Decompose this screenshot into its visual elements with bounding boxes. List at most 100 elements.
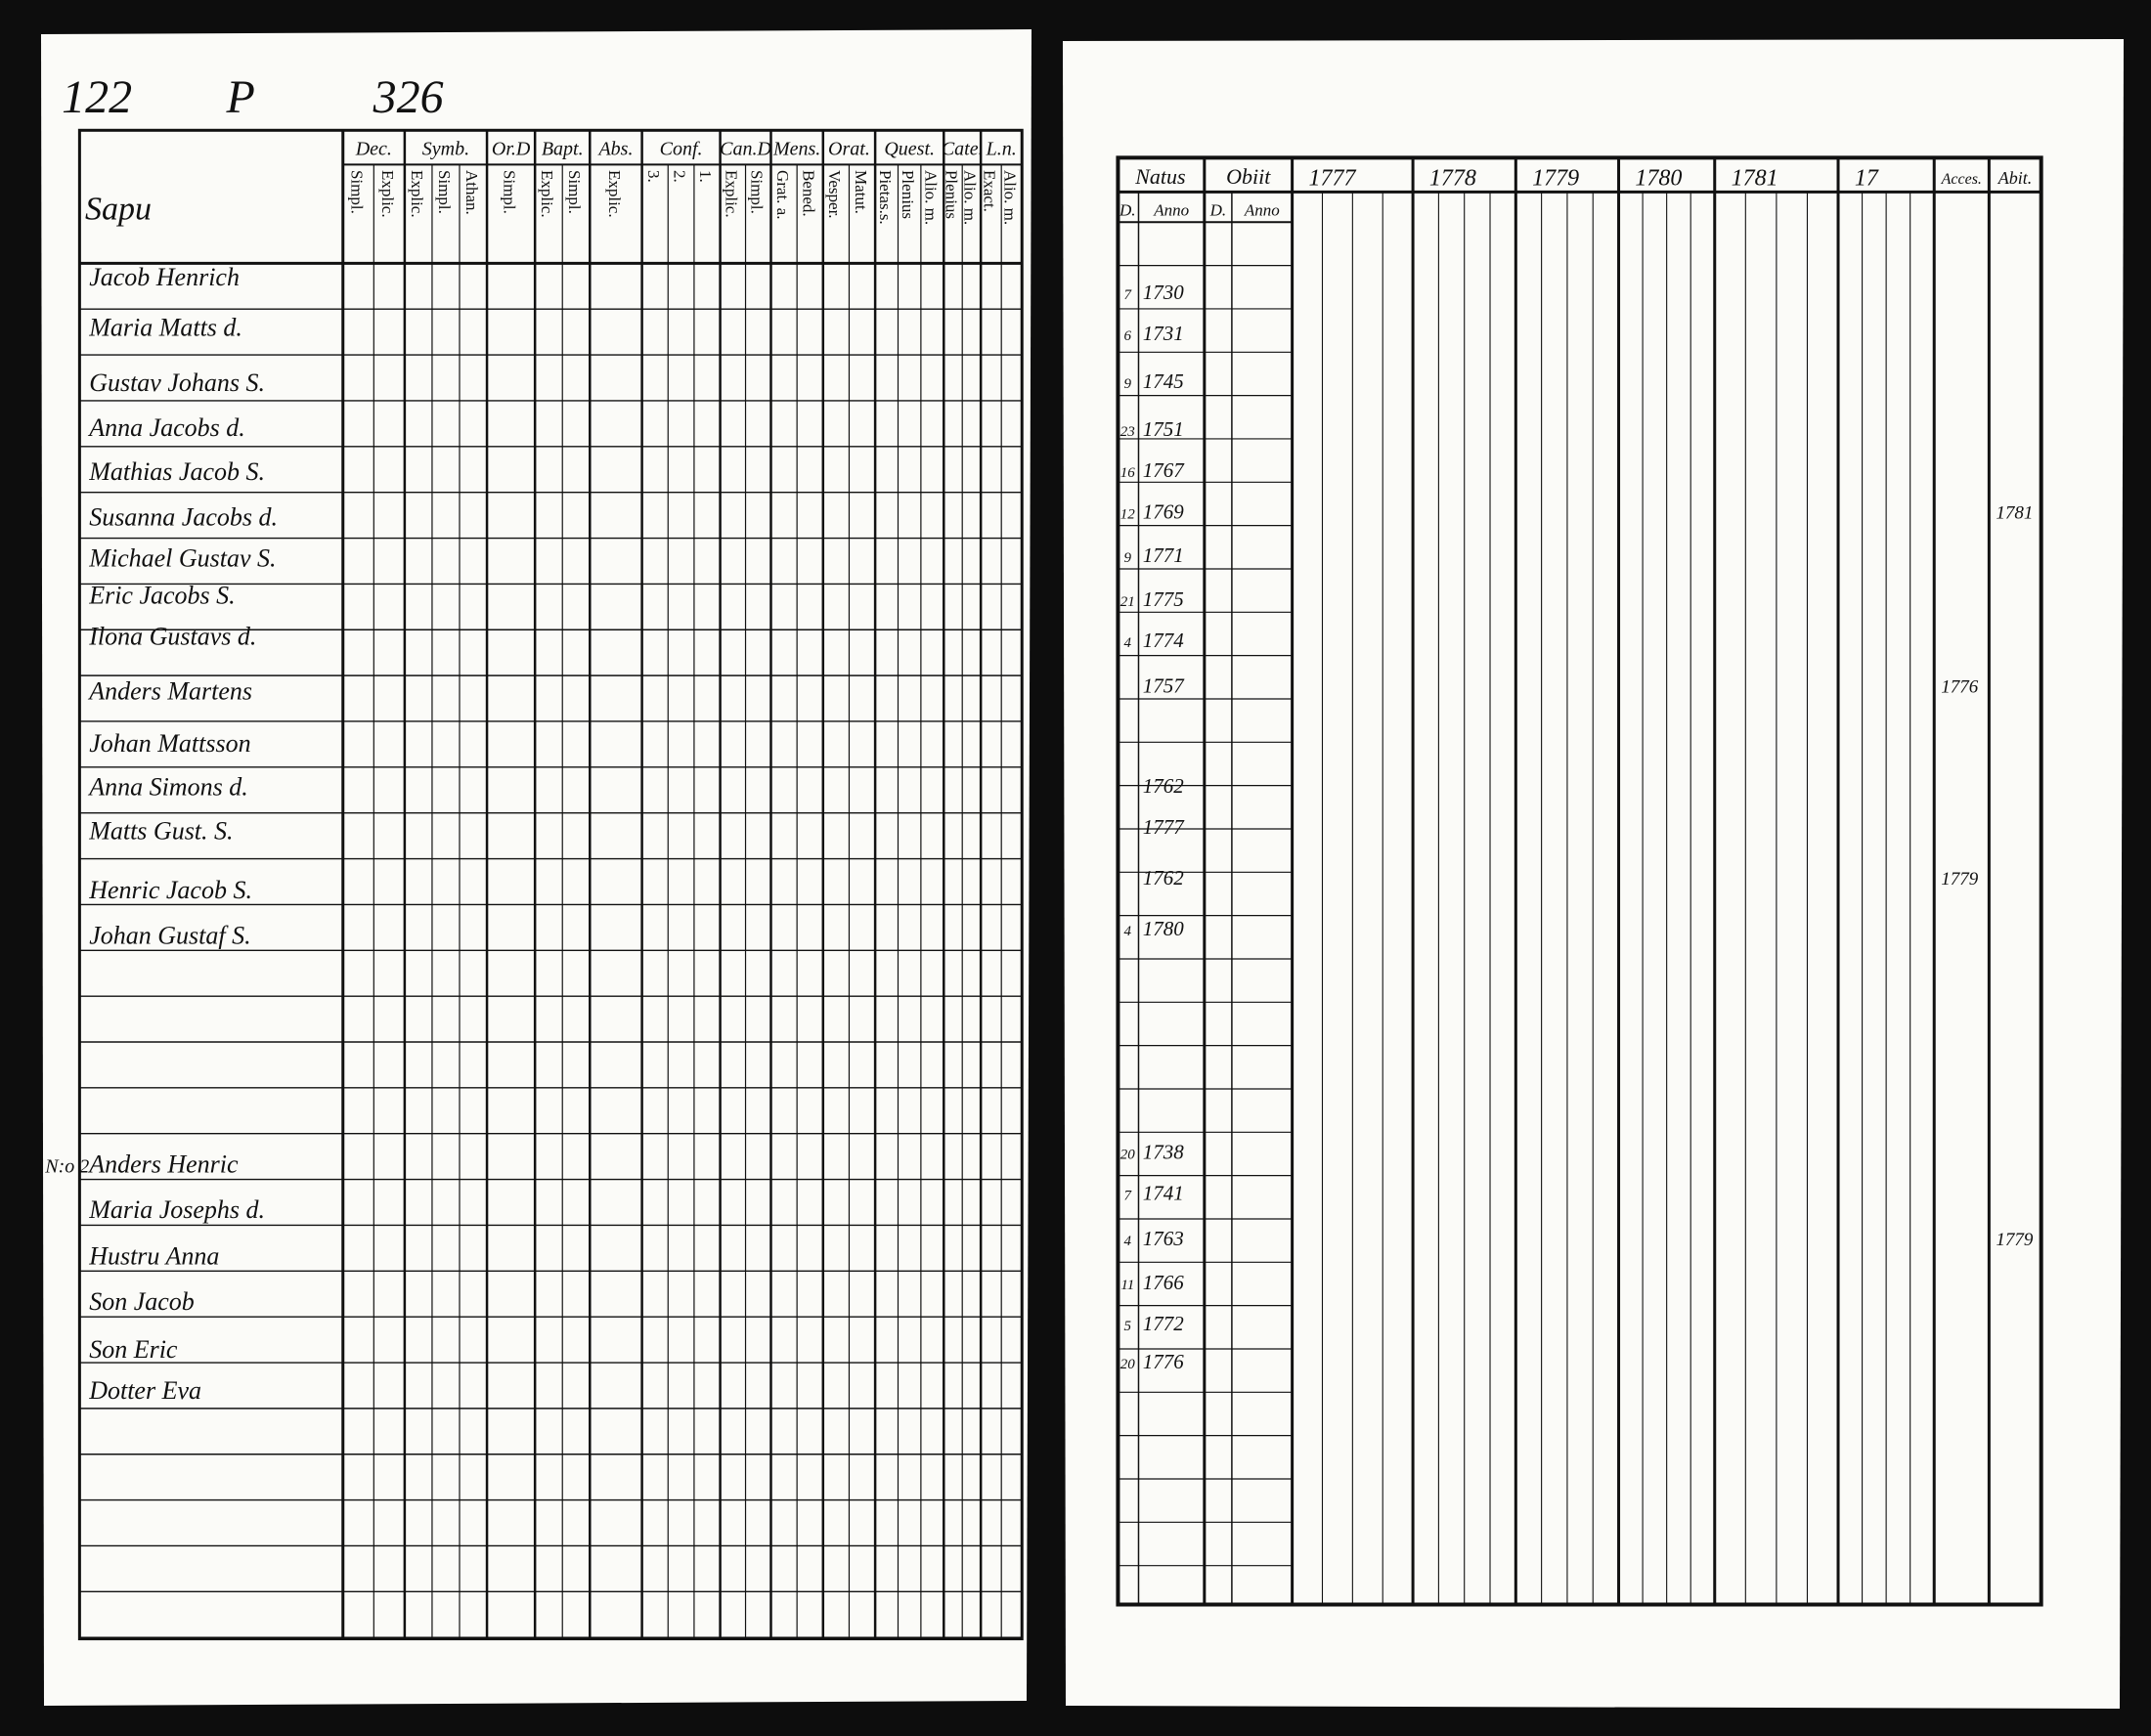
register-number: 326 <box>373 71 444 123</box>
birth-year: 1776 <box>1143 1350 1185 1373</box>
sub-title: Explic. <box>538 170 556 218</box>
sub-title: Simpl. <box>565 170 584 214</box>
person-name: Mathias Jacob S. <box>88 457 265 486</box>
birth-year: 1762 <box>1143 774 1185 798</box>
accession-year: 1779 <box>1941 869 1979 890</box>
sub-title: Simpl. <box>435 170 454 214</box>
village-name: Sapu <box>85 191 152 227</box>
group-title: Quest. <box>884 139 935 160</box>
year-header: 17 <box>1855 165 1879 191</box>
person-name: Anders Henric <box>87 1150 239 1179</box>
birth-day: 7 <box>1124 287 1133 303</box>
content: 122 P 326 Sapu Dec. Simpl. Explic. Symb. Explic.… <box>44 71 2043 1641</box>
person-name: Johan Gustaf S. <box>89 921 250 949</box>
sub-title: Explic. <box>378 170 397 218</box>
group-title: Dec. <box>355 139 392 160</box>
sub-title: Simpl. <box>747 170 766 214</box>
person-name: Maria Matts d. <box>88 314 242 342</box>
sub-title: Alio. m. <box>922 170 941 225</box>
birth-year: 1771 <box>1143 543 1184 567</box>
birth-year: 1762 <box>1143 866 1185 890</box>
birth-year: 1767 <box>1143 458 1186 482</box>
birth-day: 12 <box>1120 506 1136 522</box>
birth-day: 5 <box>1124 1319 1132 1334</box>
birth-year: 1763 <box>1143 1227 1184 1250</box>
birth-day: 9 <box>1124 550 1132 566</box>
group-title: Mens. <box>772 139 820 160</box>
birth-day: 6 <box>1124 328 1132 344</box>
person-name: Johan Mattsson <box>89 729 250 758</box>
birth-day: 4 <box>1124 635 1132 651</box>
header-obiit: Obiit <box>1226 164 1271 189</box>
sub-title: Alio. m. <box>961 170 980 225</box>
birth-day: 9 <box>1124 376 1132 392</box>
group-title: L.n. <box>986 139 1017 160</box>
left-table-frame <box>77 128 1024 1641</box>
birth-year: 1730 <box>1143 281 1185 304</box>
birth-year: 1775 <box>1143 587 1184 611</box>
birth-day: 11 <box>1120 1278 1134 1293</box>
year-header: 1779 <box>1532 165 1579 191</box>
birth-day: 20 <box>1120 1357 1136 1372</box>
group-title: Symb. <box>422 139 469 160</box>
birth-year: 1772 <box>1143 1312 1185 1335</box>
departure-year: 1781 <box>1996 502 2033 523</box>
group-title: Cate. <box>942 139 984 160</box>
departure-year: 1779 <box>1996 1230 2034 1250</box>
birth-year: 1757 <box>1143 674 1186 698</box>
person-name: Jacob Henrich <box>89 263 240 291</box>
register-letter: P <box>225 71 254 123</box>
birth-year: 1751 <box>1143 417 1184 441</box>
left-sheet <box>41 29 1032 1706</box>
birth-day: 4 <box>1124 1234 1132 1249</box>
right-table-frame <box>1116 155 2043 1607</box>
person-name: Gustav Johans S. <box>89 369 265 397</box>
person-name: Maria Josephs d. <box>88 1195 265 1224</box>
birth-year: 1777 <box>1143 815 1186 839</box>
sub-title: Matut. <box>852 170 870 214</box>
birth-year: 1731 <box>1143 322 1184 345</box>
sub-title: 3. <box>644 170 663 183</box>
birth-year: 1769 <box>1143 499 1185 523</box>
birth-day: 7 <box>1124 1189 1133 1204</box>
year-header: 1780 <box>1635 165 1682 191</box>
person-name: Susanna Jacobs d. <box>89 502 278 531</box>
sub-title: Explic. <box>605 170 624 218</box>
sub-title: Vesper. <box>825 170 844 219</box>
person-name: Matts Gust. S. <box>88 817 233 846</box>
group-title: Conf. <box>660 139 703 160</box>
header-acces: Acces. <box>1941 171 1982 188</box>
person-name: Son Eric <box>89 1335 178 1364</box>
year-header: 1778 <box>1429 165 1476 191</box>
person-name: Dotter Eva <box>88 1376 201 1405</box>
birth-day: 20 <box>1120 1148 1136 1163</box>
sub-title: Simpl. <box>348 170 367 214</box>
person-name: Hustru Anna <box>88 1242 219 1271</box>
accession-year: 1776 <box>1941 677 1979 698</box>
sub-title: Pietas.s. <box>876 170 895 225</box>
sub-title: 1. <box>696 170 715 183</box>
person-name: Eric Jacobs S. <box>88 581 235 609</box>
sub-title: Explic. <box>408 170 426 218</box>
birth-year: 1745 <box>1143 369 1184 393</box>
group-title: Or.D <box>492 139 531 160</box>
sub-title: 2. <box>671 170 689 183</box>
birth-year: 1766 <box>1143 1271 1185 1294</box>
person-name: Michael Gustav S. <box>88 543 276 572</box>
header-day: D. <box>1209 200 1227 219</box>
header-anno: Anno <box>1153 200 1189 219</box>
group-title: Bapt. <box>542 139 584 160</box>
sub-title: Bened. <box>799 170 817 217</box>
header-natus: Natus <box>1134 164 1185 189</box>
year-header: 1777 <box>1308 165 1356 191</box>
birth-day: 16 <box>1120 465 1136 481</box>
header-day: D. <box>1119 200 1136 219</box>
row-prefix: N:o 2 <box>44 1156 89 1178</box>
sub-title: Athan. <box>462 170 481 215</box>
person-name: Anna Simons d. <box>87 773 248 802</box>
birth-day: 23 <box>1120 424 1135 440</box>
sub-title: Exact. <box>981 170 999 212</box>
page-number: 122 <box>62 71 132 123</box>
